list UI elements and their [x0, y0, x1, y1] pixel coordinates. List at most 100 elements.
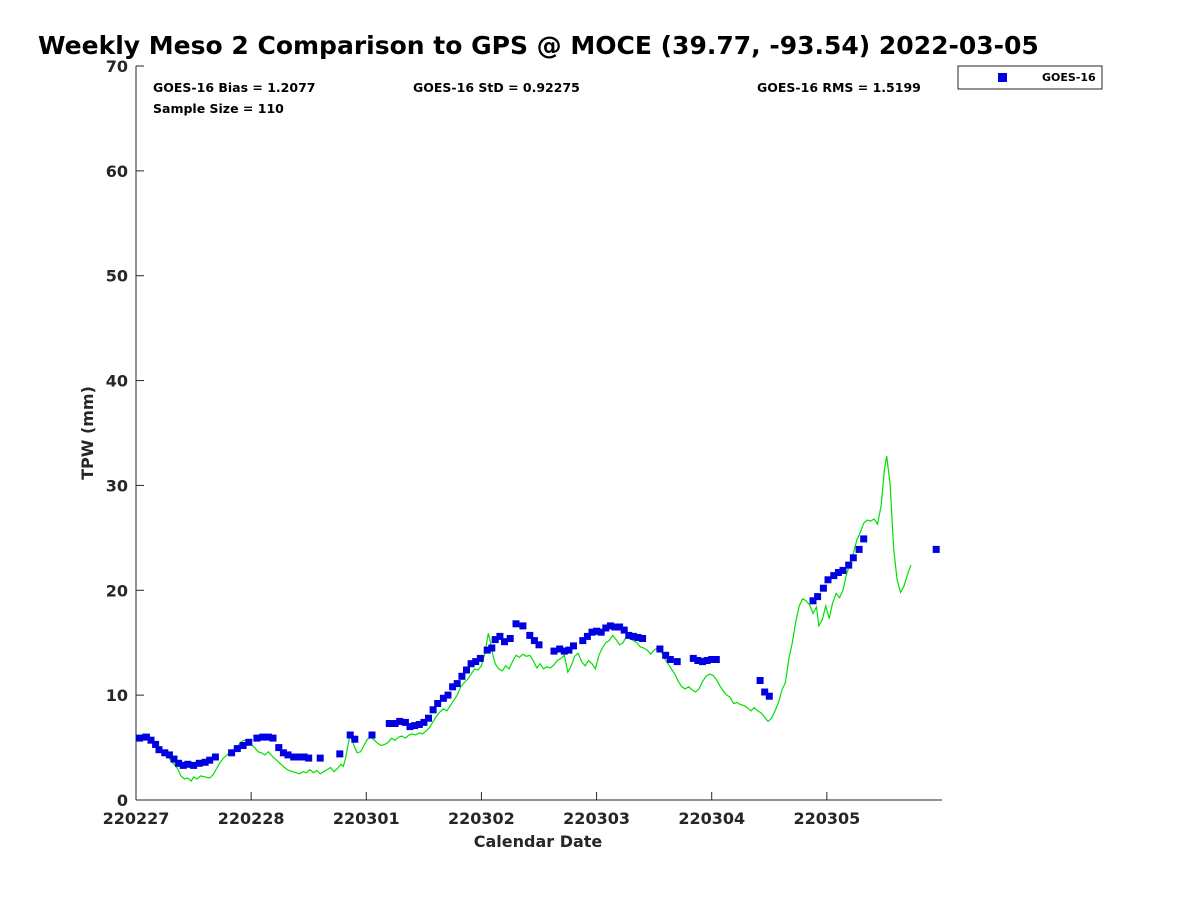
data-point-goes16 [535, 641, 543, 649]
data-point-goes16 [476, 654, 484, 662]
data-point-goes16 [264, 733, 272, 741]
series-points [136, 535, 940, 769]
data-point-goes16 [860, 535, 868, 543]
chart-title: Weekly Meso 2 Comparison to GPS @ MOCE (… [38, 31, 1039, 60]
y-tick-label: 60 [106, 162, 128, 181]
axes-box [136, 66, 942, 800]
data-point-goes16 [152, 740, 160, 748]
data-point-goes16 [819, 584, 827, 592]
stat-std: GOES-16 StD = 0.92275 [413, 80, 580, 95]
data-point-goes16 [467, 660, 475, 668]
data-point-goes16 [666, 656, 674, 663]
data-point-goes16 [756, 677, 764, 684]
data-point-goes16 [761, 688, 769, 696]
data-point-goes16 [346, 731, 354, 739]
data-point-goes16 [526, 631, 534, 639]
data-point-goes16 [294, 753, 302, 761]
data-point-goes16 [620, 626, 628, 634]
data-point-goes16 [932, 545, 940, 553]
data-point-goes16 [824, 576, 832, 584]
x-tick-label: 220301 [333, 809, 400, 828]
data-point-goes16 [259, 733, 267, 741]
y-tick-label: 10 [106, 686, 128, 705]
data-point-goes16 [245, 738, 253, 746]
stat-sample-size: Sample Size = 110 [153, 101, 284, 116]
data-point-goes16 [530, 637, 538, 645]
legend-marker-goes16 [998, 73, 1007, 82]
data-point-goes16 [519, 622, 527, 630]
x-tick-label: 220227 [103, 809, 170, 828]
data-point-goes16 [501, 638, 508, 646]
data-point-goes16 [449, 683, 457, 691]
data-point-goes16 [849, 554, 857, 562]
data-point-goes16 [689, 654, 697, 662]
data-point-goes16 [845, 561, 853, 569]
data-point-goes16 [155, 746, 163, 754]
data-point-goes16 [855, 545, 863, 553]
data-point-goes16 [611, 623, 619, 631]
data-point-goes16 [550, 647, 558, 655]
data-point-goes16 [506, 635, 514, 642]
data-point-goes16 [161, 749, 169, 757]
data-point-goes16 [634, 634, 642, 641]
data-point-goes16 [336, 750, 344, 758]
data-point-goes16 [165, 751, 173, 759]
data-point-goes16 [809, 597, 817, 605]
data-point-goes16 [147, 736, 155, 744]
plot-area: 0 10 20 30 40 50 60 70 220227 220228 220301 220302… [103, 57, 942, 828]
data-point-goes16 [253, 734, 261, 742]
data-point-goes16 [415, 721, 423, 728]
data-point-goes16 [472, 658, 480, 666]
data-point-goes16 [368, 731, 376, 739]
data-point-goes16 [425, 714, 432, 722]
data-point-goes16 [512, 620, 520, 628]
y-tick-label: 40 [106, 372, 128, 391]
data-point-goes16 [420, 718, 428, 726]
data-point-goes16 [570, 642, 577, 650]
stat-bias: GOES-16 Bias = 1.2077 [153, 80, 315, 95]
x-axis-ticks: 220227 220228 220301 220302 220303 220304 2203… [103, 792, 860, 828]
data-point-goes16 [463, 666, 470, 674]
data-point-goes16 [488, 644, 496, 652]
data-point-goes16 [406, 723, 414, 731]
data-point-goes16 [142, 733, 150, 741]
data-point-goes16 [625, 631, 633, 639]
data-point-goes16 [228, 749, 236, 757]
data-point-goes16 [560, 647, 568, 655]
data-point-goes16 [458, 672, 466, 680]
data-point-goes16 [385, 720, 393, 727]
data-point-goes16 [703, 657, 711, 664]
data-point-goes16 [269, 734, 277, 742]
data-point-goes16 [290, 753, 298, 761]
data-point-goes16 [565, 646, 573, 654]
data-point-goes16 [639, 635, 647, 642]
data-point-goes16 [834, 569, 842, 576]
data-point-goes16 [694, 657, 702, 664]
x-tick-label: 220303 [563, 809, 630, 828]
data-point-goes16 [699, 658, 706, 666]
data-point-goes16 [606, 622, 614, 630]
data-point-goes16 [136, 734, 143, 742]
data-point-goes16 [429, 706, 437, 714]
data-point-goes16 [483, 646, 491, 654]
series-lines [135, 455, 912, 783]
x-tick-label: 220304 [678, 809, 745, 828]
y-axis-ticks: 0 10 20 30 40 50 60 70 [106, 57, 144, 810]
data-point-goes16 [629, 632, 637, 640]
data-point-goes16 [206, 756, 214, 764]
data-point-goes16 [201, 758, 209, 766]
data-point-goes16 [170, 755, 178, 763]
y-tick-label: 30 [106, 476, 128, 495]
data-point-goes16 [351, 735, 359, 743]
data-point-goes16 [662, 651, 670, 659]
data-point-goes16 [814, 593, 822, 601]
data-point-goes16 [496, 632, 504, 640]
data-point-goes16 [439, 694, 447, 702]
data-point-goes16 [453, 680, 461, 688]
data-point-goes16 [211, 753, 219, 761]
data-point-goes16 [195, 759, 203, 767]
data-point-goes16 [305, 754, 313, 762]
legend-label-goes16: GOES-16 [1042, 71, 1096, 84]
data-point-goes16 [300, 753, 308, 761]
